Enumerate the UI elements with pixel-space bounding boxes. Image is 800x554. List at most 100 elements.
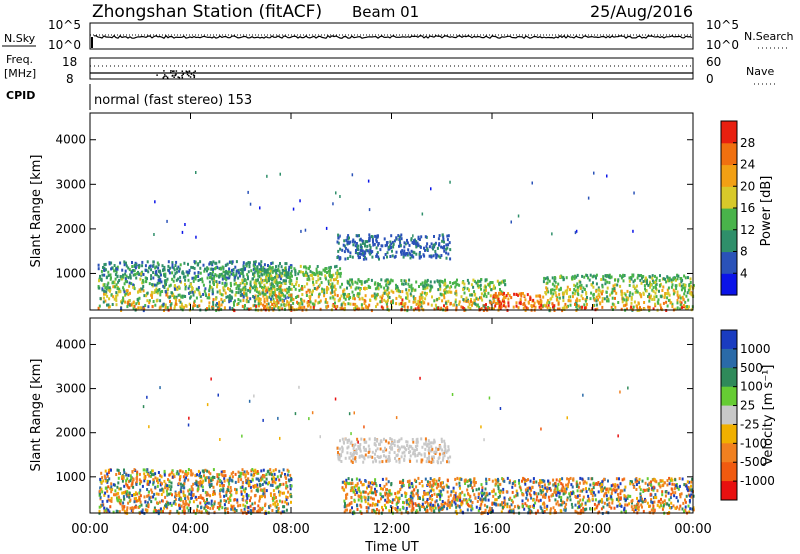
- heat-cell: [220, 293, 223, 297]
- heat-cell: [272, 300, 275, 303]
- heat-cell: [319, 307, 322, 311]
- heat-cell: [267, 264, 269, 267]
- heat-cell: [157, 275, 160, 278]
- heat-cell: [130, 477, 133, 481]
- heat-cell: [347, 281, 350, 284]
- heat-cell: [194, 275, 197, 279]
- heat-cell: [432, 243, 435, 247]
- heat-cell: [420, 301, 423, 305]
- heat-cell: [366, 240, 369, 244]
- heat-cell: [262, 492, 265, 496]
- heat-cell: [347, 477, 350, 481]
- heat-cell: [298, 288, 301, 292]
- heat-cell: [270, 288, 273, 292]
- heat-cell: [668, 293, 671, 297]
- heat-cell: [344, 246, 347, 250]
- heat-cell: [463, 493, 466, 497]
- heat-cell: [301, 293, 304, 296]
- heat-cell: [220, 267, 223, 271]
- heat-cell: [132, 283, 135, 287]
- heat-cell: [435, 446, 437, 450]
- heat-cell: [159, 474, 162, 478]
- heat-cell: [595, 282, 598, 286]
- heat-cell: [107, 305, 110, 309]
- heat-cell: [493, 307, 495, 311]
- heat-cell: [159, 488, 162, 492]
- heat-cell: [107, 485, 110, 489]
- freq-trace: [90, 65, 693, 80]
- heat-cell: [502, 297, 505, 301]
- heat-cell: [140, 272, 143, 276]
- heat-cell: [477, 496, 480, 499]
- heat-cell: [195, 287, 198, 291]
- heat-cell: [144, 500, 147, 504]
- heat-cell: [412, 452, 415, 456]
- heat-cell: [305, 294, 308, 297]
- heat-cell: [284, 262, 287, 266]
- heat-cell: [200, 506, 202, 510]
- heat-cell: [582, 481, 585, 485]
- heat-cell: [648, 292, 651, 296]
- heat-cell: [219, 484, 222, 488]
- heat-cell: [341, 248, 344, 252]
- heat-cell: [375, 438, 378, 442]
- heat-cell: [502, 299, 505, 303]
- heat-cell: [256, 265, 259, 269]
- heat-cell: [558, 288, 561, 292]
- heat-cell: [355, 477, 358, 481]
- heat-cell: [156, 273, 159, 277]
- heat-cell: [365, 440, 368, 444]
- velocity-heatmap: [98, 376, 695, 516]
- heat-cell: [357, 256, 360, 260]
- heat-cell: [283, 505, 286, 509]
- heat-cell: [326, 285, 329, 289]
- heat-cell: [507, 297, 510, 301]
- heat-cell: [101, 476, 104, 480]
- heat-cell: [168, 296, 171, 300]
- heat-cell: [433, 478, 436, 482]
- heat-cell: [237, 276, 240, 280]
- heat-cell: [400, 302, 403, 305]
- heat-cell: [290, 298, 293, 302]
- heat-cell: [543, 303, 546, 307]
- heat-cell: [537, 499, 540, 503]
- heat-cell: [231, 260, 234, 264]
- heat-cell: [157, 266, 160, 270]
- heat-cell: [548, 481, 551, 485]
- heat-cell: [419, 245, 422, 249]
- heat-cell: [259, 297, 262, 301]
- heat-cell: [207, 273, 210, 277]
- heat-cell: [453, 281, 456, 285]
- heat-cell: [624, 303, 627, 307]
- heat-cell: [252, 474, 255, 478]
- heat-cell: [122, 275, 125, 279]
- heat-cell: [232, 504, 235, 508]
- heat-cell: [449, 257, 452, 261]
- heat-cell: [364, 294, 367, 298]
- heat-cell: [159, 510, 162, 514]
- heat-cell: [188, 268, 191, 272]
- nsky-trace: [90, 34, 693, 48]
- heat-cell: [533, 301, 536, 305]
- heat-cell: [678, 294, 681, 298]
- heat-cell: [575, 299, 578, 303]
- heat-cell: [406, 294, 409, 298]
- heat-cell: [667, 299, 670, 302]
- heat-cell: [646, 282, 648, 285]
- heat-cell: [369, 248, 372, 252]
- heat-cell: [137, 300, 140, 304]
- heat-cell: [337, 233, 340, 237]
- heat-cell: [416, 440, 419, 444]
- heat-cell: [179, 475, 182, 479]
- heat-cell: [652, 488, 655, 492]
- heat-cell: [289, 264, 292, 268]
- heat-cell: [133, 497, 136, 501]
- heat-cell: [458, 484, 461, 488]
- heat-cell: [427, 302, 430, 306]
- heat-cell: [335, 307, 338, 310]
- heat-cell: [350, 440, 353, 444]
- heat-cell: [220, 297, 223, 301]
- heat-cell: [456, 282, 459, 286]
- heat-cell: [182, 509, 185, 513]
